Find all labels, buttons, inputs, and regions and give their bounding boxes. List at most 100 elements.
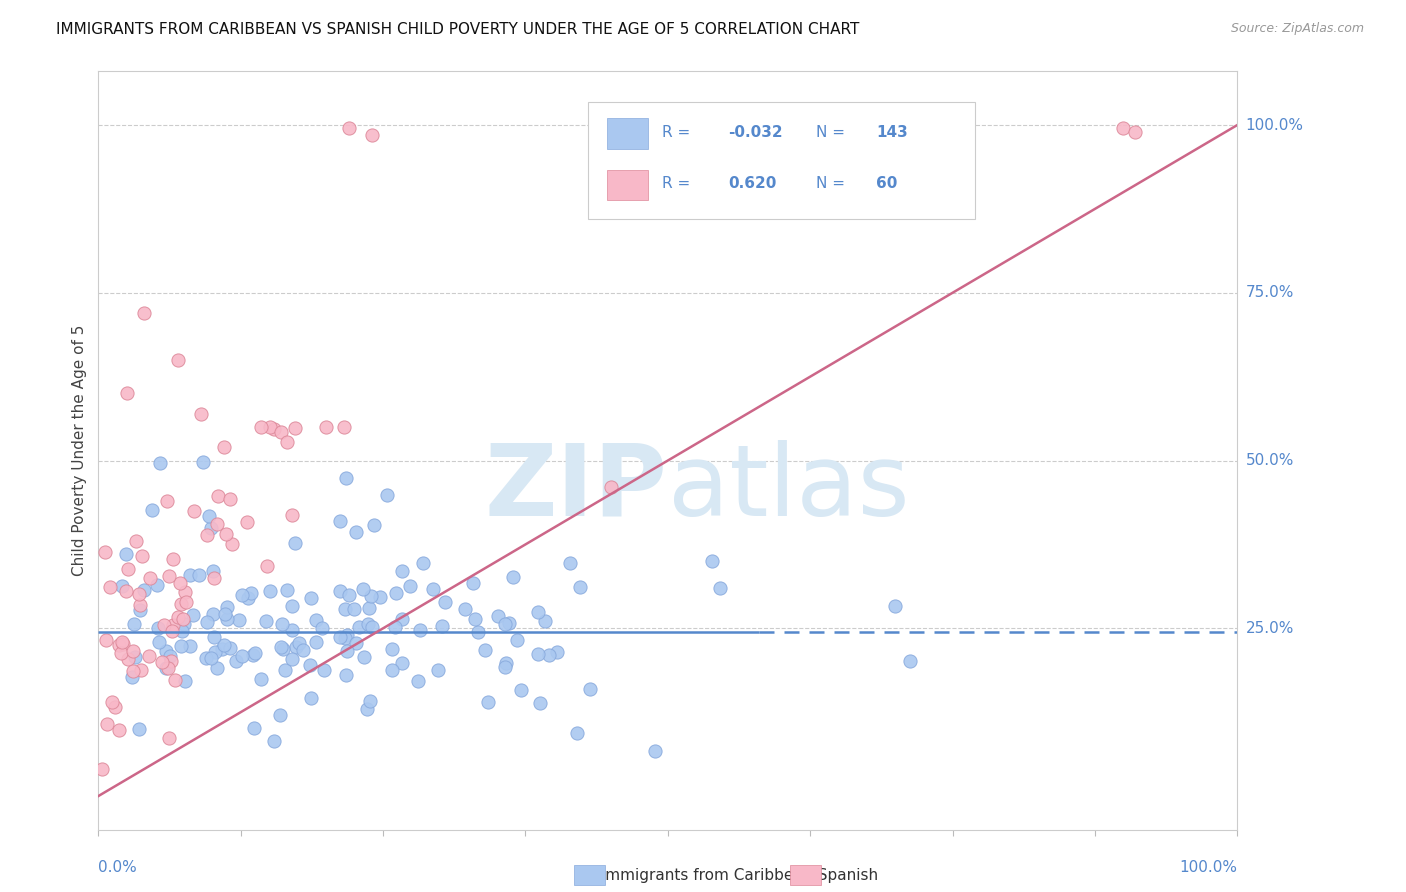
Point [219, 492, 242, 507]
Text: ZIP: ZIP [485, 440, 668, 537]
Point [702, 554, 724, 568]
Point [167, 352, 190, 367]
Text: 60: 60 [876, 176, 897, 191]
Point [160, 624, 183, 638]
Point [288, 636, 311, 650]
Point [546, 644, 568, 658]
Point [359, 693, 381, 707]
Point [228, 613, 250, 627]
Point [329, 630, 352, 644]
Point [205, 661, 228, 675]
Point [299, 591, 322, 605]
Point [269, 708, 291, 723]
Text: atlas: atlas [668, 440, 910, 537]
Text: Immigrants from Caribbean: Immigrants from Caribbean [591, 869, 811, 883]
Point [412, 556, 434, 570]
FancyBboxPatch shape [607, 169, 648, 201]
Point [298, 657, 321, 672]
Point [337, 121, 360, 136]
Point [195, 528, 218, 542]
Point [281, 599, 304, 613]
Point [347, 620, 370, 634]
Point [212, 440, 235, 454]
Point [329, 514, 352, 528]
Point [422, 582, 444, 597]
Text: 0.620: 0.620 [728, 176, 776, 191]
Point [249, 420, 271, 434]
Text: 143: 143 [876, 125, 908, 139]
Point [494, 617, 516, 632]
Point [157, 661, 180, 675]
Point [179, 639, 201, 653]
Point [152, 617, 174, 632]
Point [125, 534, 148, 549]
Point [409, 623, 432, 637]
Point [391, 612, 413, 626]
Point [529, 696, 551, 710]
Point [157, 731, 180, 745]
Point [202, 564, 225, 578]
Point [270, 640, 292, 654]
Point [381, 642, 404, 657]
Point [129, 603, 152, 617]
Point [122, 644, 145, 658]
Point [311, 621, 333, 635]
Point [96, 716, 118, 731]
Point [121, 670, 143, 684]
Point [187, 568, 209, 582]
Text: 50.0%: 50.0% [1246, 453, 1294, 468]
Point [360, 589, 382, 603]
Point [336, 644, 359, 658]
Point [558, 556, 581, 570]
Point [477, 695, 499, 709]
Text: 100.0%: 100.0% [1246, 118, 1303, 133]
Point [149, 456, 172, 470]
Point [190, 407, 212, 421]
Point [344, 524, 367, 539]
Point [202, 631, 225, 645]
Point [150, 656, 173, 670]
Point [426, 663, 449, 677]
Point [221, 537, 243, 551]
Point [527, 605, 550, 619]
Point [600, 480, 623, 494]
Text: -0.032: -0.032 [728, 125, 783, 139]
Point [292, 643, 315, 657]
Point [312, 663, 335, 677]
FancyBboxPatch shape [607, 119, 648, 149]
Text: 100.0%: 100.0% [1180, 860, 1237, 875]
Point [391, 564, 413, 578]
Point [176, 595, 198, 609]
Point [381, 664, 404, 678]
Point [357, 601, 380, 615]
Point [108, 638, 131, 652]
Point [148, 635, 170, 649]
Point [336, 628, 359, 642]
Point [363, 518, 385, 533]
Point [202, 607, 225, 621]
Point [141, 503, 163, 517]
Point [179, 567, 201, 582]
Text: R =: R = [662, 125, 696, 139]
Point [1112, 121, 1135, 136]
Point [236, 515, 259, 529]
Point [211, 641, 233, 656]
Point [884, 599, 907, 613]
Text: Spanish: Spanish [808, 869, 879, 883]
Point [111, 579, 134, 593]
Point [242, 648, 264, 662]
Point [284, 421, 307, 435]
Text: 25.0%: 25.0% [1246, 621, 1294, 636]
Point [270, 425, 292, 439]
Point [169, 576, 191, 591]
Text: 0.0%: 0.0% [98, 860, 138, 875]
Point [218, 641, 240, 656]
Point [333, 420, 356, 434]
Point [132, 582, 155, 597]
Point [494, 660, 516, 674]
Point [259, 420, 281, 434]
Point [155, 661, 177, 675]
Point [352, 582, 374, 596]
Point [100, 581, 122, 595]
Point [110, 646, 132, 660]
